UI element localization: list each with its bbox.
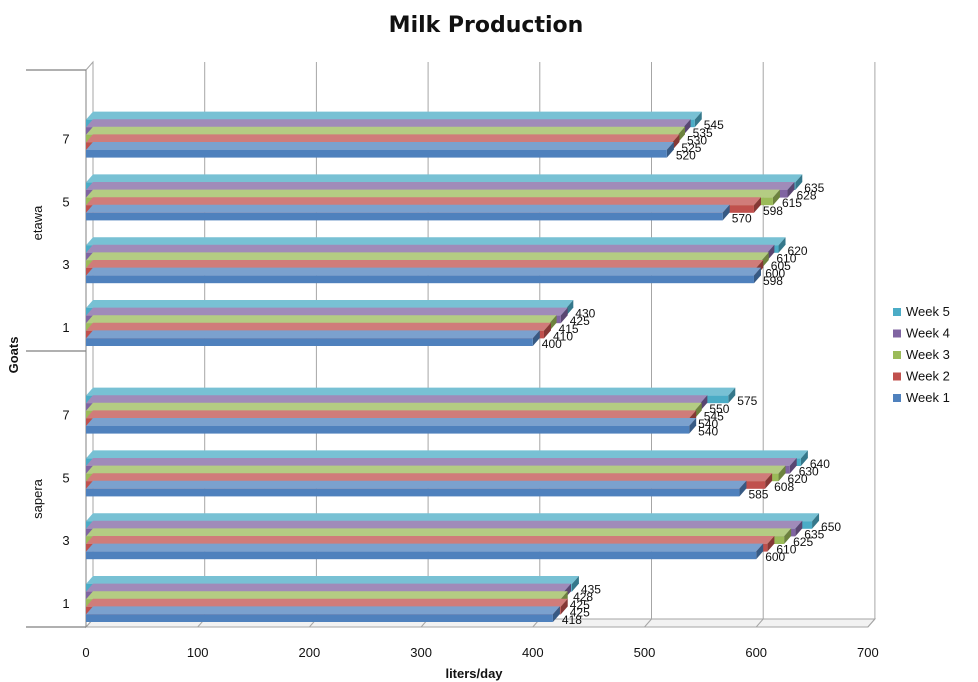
data-label: 608 xyxy=(774,480,794,494)
y-tick-label: 7 xyxy=(62,132,69,147)
bar-etawa-1-week-1 xyxy=(86,330,540,346)
legend-label: Week 2 xyxy=(906,369,950,384)
legend-swatch xyxy=(893,329,901,338)
legend-item-week-4: Week 4 xyxy=(893,326,950,341)
x-tick-label: 400 xyxy=(522,645,544,660)
data-label: 425 xyxy=(570,598,590,612)
data-label: 415 xyxy=(559,322,579,336)
floor-tick xyxy=(644,618,652,628)
legend-swatch xyxy=(893,394,901,402)
chart-title: Milk Production xyxy=(389,13,584,38)
data-label: 600 xyxy=(765,550,785,564)
data-label: 575 xyxy=(737,394,757,408)
data-label: 435 xyxy=(581,583,601,597)
bar-etawa-5-week-1 xyxy=(86,204,730,221)
x-tick-label: 200 xyxy=(299,645,321,660)
legend-swatch xyxy=(893,372,901,381)
data-label: 425 xyxy=(570,605,590,619)
data-label: 418 xyxy=(562,613,582,627)
y-tick-label: 1 xyxy=(62,320,69,335)
group-label-sapera: sapera xyxy=(30,478,45,519)
y-tick-label: 3 xyxy=(62,257,69,272)
y-tick-label: 3 xyxy=(62,533,69,548)
legend-label: Week 4 xyxy=(906,326,950,341)
floor-tick xyxy=(867,618,876,628)
data-label: 430 xyxy=(575,307,595,321)
bar-sapera-5-week-1 xyxy=(86,480,747,497)
y-tick-label: 5 xyxy=(62,470,69,485)
bar-etawa-7-week-1 xyxy=(86,142,674,158)
x-tick-label: 300 xyxy=(410,645,432,660)
legend-item-week-3: Week 3 xyxy=(893,347,950,362)
data-label: 628 xyxy=(796,189,816,203)
data-label: 520 xyxy=(676,149,696,163)
data-label: 598 xyxy=(763,204,783,218)
legend-item-week-2: Week 2 xyxy=(893,369,950,384)
y-tick-label: 5 xyxy=(62,194,69,209)
data-label: 615 xyxy=(782,196,802,210)
data-label: 620 xyxy=(788,244,808,258)
data-label: 545 xyxy=(704,409,724,423)
floor-tick xyxy=(755,618,764,628)
y-tick-label: 7 xyxy=(62,408,69,423)
data-label: 525 xyxy=(681,141,701,155)
x-tick-label: 700 xyxy=(857,645,879,660)
data-label: 625 xyxy=(793,535,813,549)
legend-label: Week 5 xyxy=(906,304,950,319)
data-label: 570 xyxy=(732,211,752,225)
plot-area: 0 100 200 300 400 500 600 700sapera143542842542… xyxy=(26,60,879,660)
legend-item-week-1: Week 1 xyxy=(893,390,950,405)
data-label: 400 xyxy=(542,337,562,351)
bar-sapera-3-week-1 xyxy=(86,543,764,560)
data-label: 635 xyxy=(804,181,824,195)
data-label: 585 xyxy=(748,487,768,501)
x-axis-title: liters/day xyxy=(445,666,503,681)
legend-label: Week 3 xyxy=(906,347,950,362)
data-label: 600 xyxy=(765,267,785,281)
group-label-etawa: etawa xyxy=(30,205,45,240)
data-label: 605 xyxy=(771,259,791,273)
data-label: 535 xyxy=(693,126,713,140)
legend-label: Week 1 xyxy=(906,390,950,405)
y-tick-label: 1 xyxy=(62,596,69,611)
legend-swatch xyxy=(893,308,901,316)
data-label: 610 xyxy=(776,251,796,265)
data-label: 428 xyxy=(573,590,593,604)
data-label: 630 xyxy=(799,465,819,479)
data-label: 540 xyxy=(698,425,718,439)
x-tick-label: 0 xyxy=(82,645,89,660)
x-tick-label: 600 xyxy=(745,645,767,660)
legend-swatch xyxy=(893,351,901,359)
data-label: 598 xyxy=(763,274,783,288)
data-label: 530 xyxy=(687,133,707,147)
y-axis-title: Goats xyxy=(6,337,21,374)
data-label: 550 xyxy=(709,402,729,416)
data-label: 425 xyxy=(570,314,590,328)
data-label: 640 xyxy=(810,457,830,471)
legend: Week 5 Week 4 Week 3 Week 2 Week 1 xyxy=(893,304,950,405)
data-label: 545 xyxy=(704,118,724,132)
data-label: 620 xyxy=(788,472,808,486)
legend-item-week-5: Week 5 xyxy=(893,304,950,319)
bar-etawa-3-week-1 xyxy=(86,267,761,284)
x-tick-label: 100 xyxy=(187,645,209,660)
data-label: 540 xyxy=(698,417,718,431)
x-tick-label: 500 xyxy=(634,645,656,660)
data-label: 635 xyxy=(804,527,824,541)
bar-sapera-1-week-1 xyxy=(86,606,560,622)
data-label: 410 xyxy=(553,329,573,343)
data-label: 650 xyxy=(821,520,841,534)
data-label: 610 xyxy=(776,543,796,557)
bar-sapera-7-week-1 xyxy=(86,418,697,434)
